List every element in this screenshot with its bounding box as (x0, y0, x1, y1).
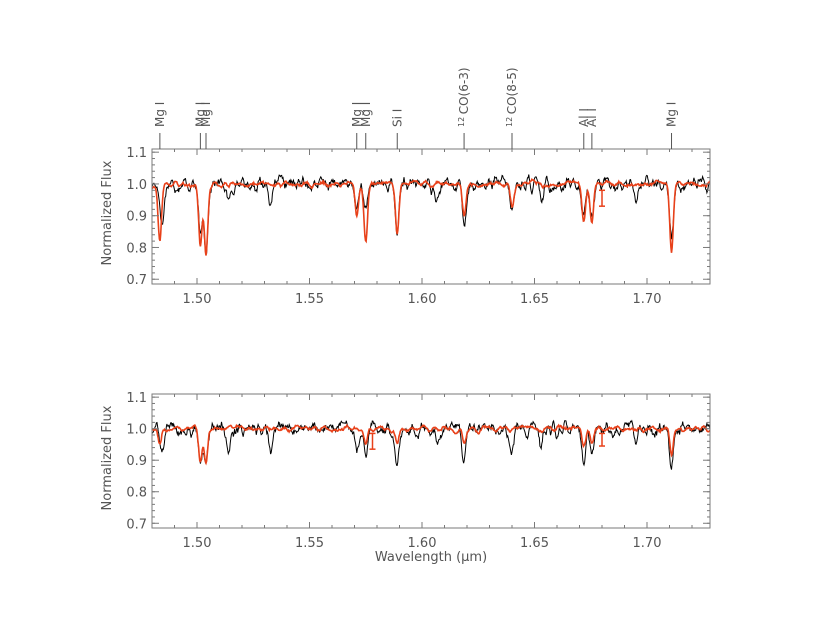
top-ytick-label: 1.0 (126, 178, 147, 193)
bottom-xlabel: Wavelength (μm) (375, 550, 487, 565)
top-xtick-label: 1.65 (520, 292, 549, 307)
top-xtick-label: 1.55 (295, 292, 324, 307)
top-plot-frame (151, 148, 711, 285)
line-id-label: Mg I (665, 102, 679, 127)
top-ylabel: Normalized Flux (100, 160, 115, 265)
top-ytick-label: 0.7 (126, 273, 147, 288)
line-id-label: Mg I (153, 102, 167, 127)
line-id-label: Mg I (359, 102, 373, 127)
top-xtick-label: 1.70 (633, 292, 662, 307)
bottom-xtick-label: 1.60 (408, 536, 437, 551)
bottom-xtick-label: 1.55 (295, 536, 324, 551)
bottom-ylabel: Normalized Flux (100, 405, 115, 510)
line-id-label: Mg I (350, 102, 364, 127)
bottom-ytick-label: 0.8 (126, 486, 147, 501)
top-observed-spectrum (151, 174, 711, 256)
bottom-xtick-label: 1.65 (520, 536, 549, 551)
bottom-xtick-label: 1.70 (633, 536, 662, 551)
bottom-ytick-label: 1.0 (126, 423, 147, 438)
bottom-xtick-label: 1.50 (183, 536, 212, 551)
top-ytick-label: 1.1 (126, 146, 147, 161)
top-ytick-label: 0.9 (126, 210, 147, 225)
top-xtick-label: 1.60 (408, 292, 437, 307)
bottom-panel: Normalized Flux Wavelength (μm) 1.50 1.55… (100, 391, 711, 565)
top-model-spectrum (151, 177, 711, 256)
bottom-ytick-label: 0.9 (126, 454, 147, 469)
line-id-label: Mg I (193, 102, 207, 127)
top-xtick-label: 1.50 (183, 292, 212, 307)
line-id-label: 12 CO(8-5) (505, 67, 519, 127)
bottom-ytick-label: 1.1 (126, 391, 147, 406)
line-id-label: Si I (390, 109, 404, 127)
bottom-ytick-label: 0.7 (126, 517, 147, 532)
top-panel: Normalized Flux 1.50 1.55 1.60 1.65 1.70 0.7 0… (100, 67, 711, 307)
line-id-label: Al I (585, 108, 599, 127)
line-id-label: 12 CO(6-3) (457, 67, 471, 127)
bottom-model-spectrum (151, 423, 711, 466)
line-id-label: Al I (577, 108, 591, 127)
line-id-label: Mg I (199, 102, 213, 127)
top-ytick-label: 0.8 (126, 241, 147, 256)
bottom-plot-frame (151, 393, 711, 529)
